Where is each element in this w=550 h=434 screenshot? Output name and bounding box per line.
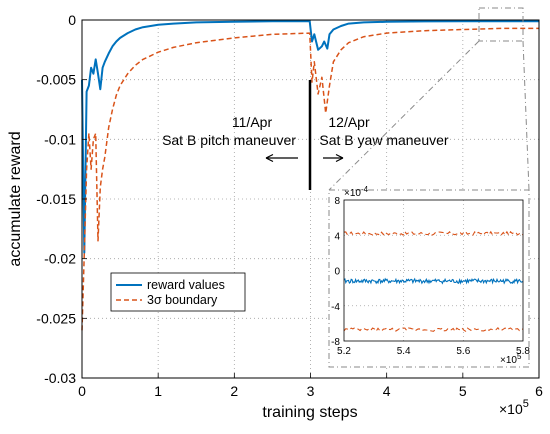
x-tick-label: 6 (535, 383, 543, 399)
y-tick-label: -0.02 (44, 251, 76, 267)
inset-y-exponent-base: ×10 (344, 188, 361, 199)
zoom-box (478, 7, 524, 42)
zoom-indicator (328, 7, 530, 368)
x-tick-label: 1 (154, 383, 162, 399)
inset-y-tick-label: -4 (331, 302, 340, 313)
annotation-date-left: 11/Apr (232, 114, 273, 130)
inset-x-exponent: ×105 (500, 352, 522, 366)
legend-label-reward: reward values (147, 278, 225, 292)
series-line-3sigma-boundary (81, 27, 539, 331)
inset-ticks: 5.2 5.4 5.6 5.8 8 4 0 -4 -8 (331, 196, 530, 357)
series-line-reward-values (81, 20, 539, 254)
y-tick-label: 0 (68, 12, 76, 28)
x-tick-label: 0 (78, 383, 86, 399)
inset-line-upper-boundary (343, 230, 524, 237)
y-axis-label: accumulate reward (7, 131, 24, 266)
inset-series (343, 230, 524, 333)
y-tick-label: -0.015 (36, 191, 76, 207)
inset-x-exponent-base: ×10 (500, 355, 517, 366)
x-exponent-power: 5 (523, 398, 529, 410)
legend-label-boundary: 3σ boundary (147, 293, 218, 307)
y-tick-label: -0.025 (36, 310, 76, 326)
inset-plot-frame (343, 199, 524, 342)
arrow-left-icon (265, 153, 298, 163)
inset-y-exponent-power: -4 (361, 185, 369, 194)
y-tick-label: -0.01 (44, 131, 76, 147)
inset-y-tick-label: 4 (334, 231, 340, 242)
y-tick-label: -0.03 (44, 370, 76, 386)
x-tick-label: 4 (383, 383, 391, 399)
inset-outer-frame (328, 189, 530, 368)
annotation-date-right: 12/Apr (328, 114, 370, 130)
x-tick-label: 3 (307, 383, 315, 399)
tick-layer: 0 1 2 3 4 5 6 0 -0.005 -0.01 -0.015 -0.02 -0.025 -0.0… (36, 12, 543, 399)
inset-line-reward-values (343, 277, 524, 285)
x-tick-label: 5 (459, 383, 467, 399)
inset-line-lower-boundary (343, 326, 524, 333)
inset-x-tick-label: 5.6 (456, 346, 470, 357)
inset-y-exponent: ×10-4 (344, 185, 369, 199)
annotation-text-left: Sat B pitch maneuver (162, 132, 296, 148)
inset-x-exponent-power: 5 (517, 352, 522, 361)
x-exponent-base: ×10 (499, 401, 523, 417)
y-tick-label: -0.005 (36, 72, 76, 88)
x-axis-label: training steps (262, 404, 357, 421)
zoom-connector-upper (328, 40, 480, 191)
series-layer (81, 20, 539, 331)
zoom-connector-lower (522, 40, 530, 191)
inset-x-tick-label: 5.2 (337, 346, 351, 357)
inset-y-tick-label: 8 (334, 196, 340, 207)
inset-y-tick-label: 0 (334, 267, 340, 278)
x-exponent-label: ×105 (499, 398, 529, 417)
annotation-text-right: Sat B yaw maneuver (319, 132, 449, 148)
legend-box (110, 272, 246, 312)
inset-x-tick-label: 5.4 (397, 346, 411, 357)
arrow-right-icon (323, 153, 344, 163)
legend: reward values 3σ boundary (110, 272, 246, 312)
inset-y-tick-label: -8 (331, 337, 340, 348)
inset-x-tick-label: 5.8 (516, 346, 530, 357)
x-tick-label: 2 (230, 383, 238, 399)
